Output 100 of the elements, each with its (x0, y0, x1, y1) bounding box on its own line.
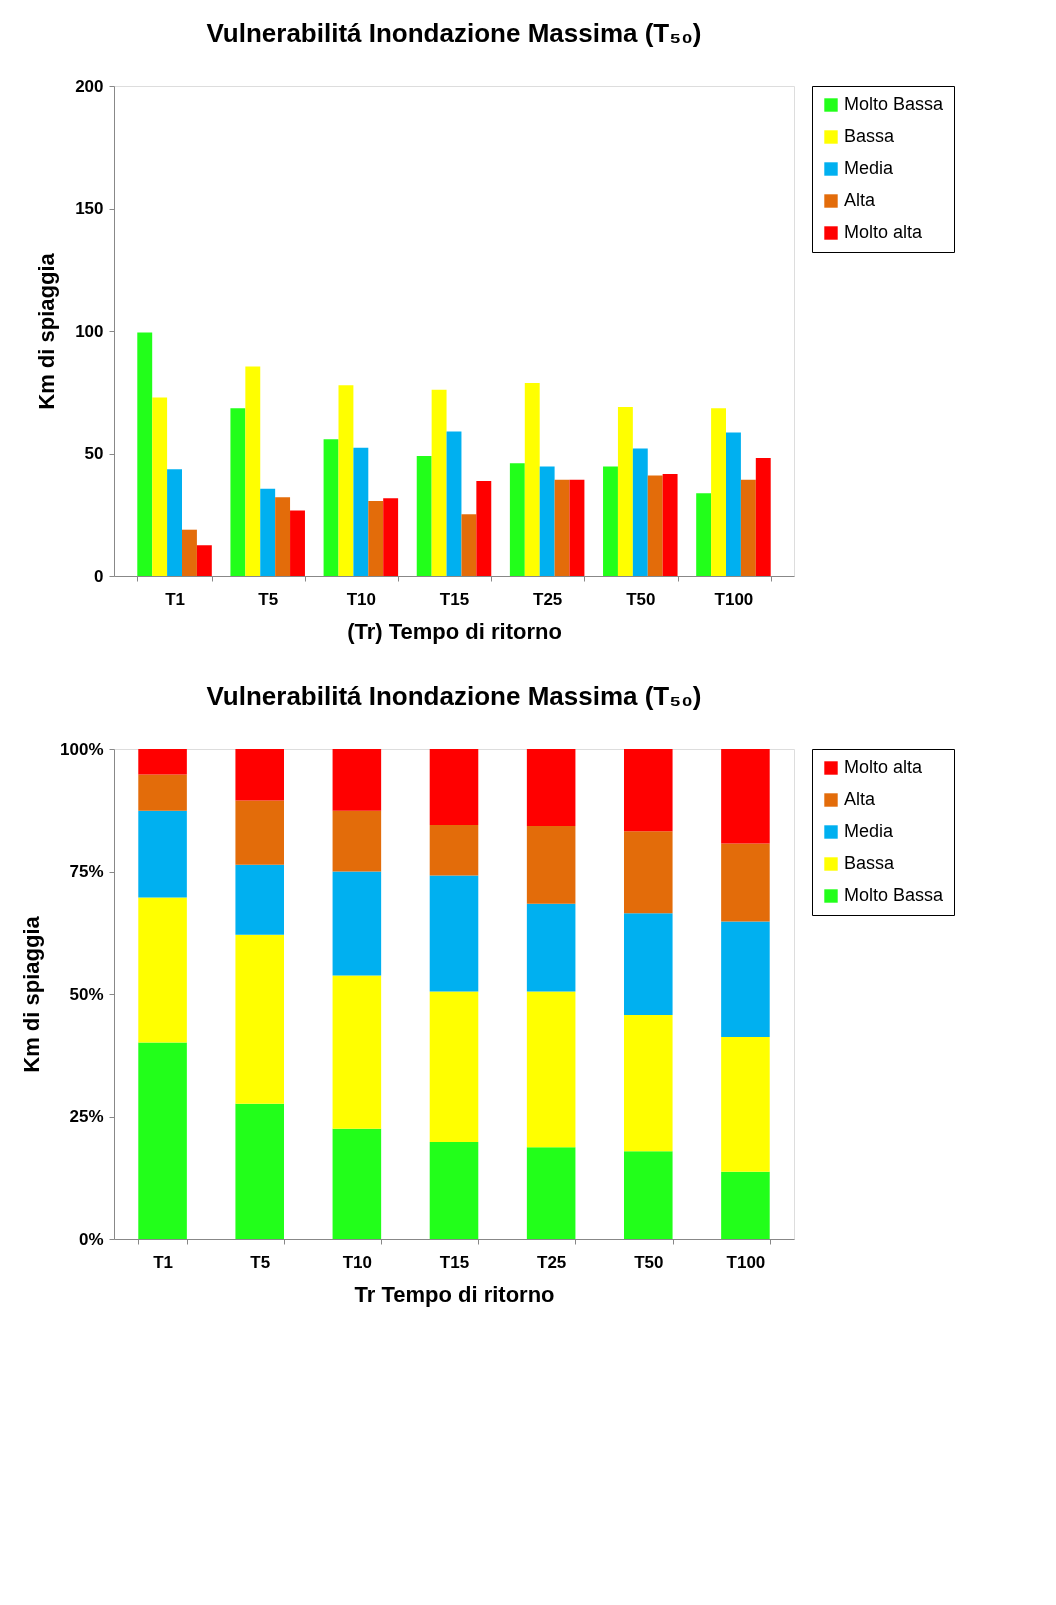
bar (429, 824, 479, 876)
y-tick-label: 100 (75, 321, 104, 341)
bar (524, 382, 540, 576)
y-tick-label: 75% (69, 862, 104, 881)
bar (632, 448, 648, 576)
y-tick-label: 200 (75, 76, 104, 96)
legend-label: Molto Bassa (844, 94, 945, 114)
bar (431, 389, 447, 576)
bar (332, 749, 382, 811)
bar (290, 510, 305, 576)
bar (138, 897, 187, 1043)
bar (138, 749, 187, 775)
bar (721, 921, 770, 1038)
bar (721, 843, 770, 922)
x-tick-label: T15 (439, 589, 470, 609)
x-tick-label: T100 (714, 589, 754, 609)
bar (245, 366, 261, 576)
bar (230, 408, 246, 576)
bar (662, 474, 678, 576)
bar (721, 749, 770, 844)
bar (429, 991, 479, 1142)
bar (526, 903, 576, 992)
legend-label: Molto alta (844, 222, 924, 242)
bar (526, 1147, 576, 1239)
bar (429, 749, 479, 825)
legend-label: Media (844, 821, 895, 841)
bar (647, 475, 663, 576)
bar (569, 479, 585, 576)
bar (476, 480, 492, 576)
bar (353, 447, 369, 576)
bar (332, 810, 382, 872)
chart-title: Vulnerabilitá Inondazione Massima (T₅₀) (206, 18, 702, 48)
bar (275, 497, 291, 576)
bar (235, 749, 284, 801)
bar (624, 1151, 673, 1239)
bar (539, 466, 555, 576)
bar (138, 1042, 187, 1239)
bar (624, 1015, 673, 1152)
x-tick-label: T100 (726, 1252, 766, 1272)
bar (526, 825, 576, 904)
x-tick-label: T1 (165, 589, 185, 609)
bar (624, 831, 673, 914)
bar (711, 408, 726, 576)
bar (260, 488, 276, 576)
bar (332, 871, 382, 976)
bar (137, 332, 153, 576)
y-tick-label: 50 (84, 444, 104, 463)
bar (461, 514, 477, 576)
bar (138, 774, 187, 811)
x-tick-label: T25 (533, 589, 563, 609)
y-tick-label: 100% (60, 739, 104, 759)
x-tick-label: T50 (626, 589, 656, 609)
bar (721, 1037, 770, 1172)
x-tick-label: T15 (439, 1252, 470, 1272)
y-tick-label: 0% (78, 1229, 104, 1249)
chart-title: Vulnerabilitá Inondazione Massima (T₅₀) (206, 681, 702, 711)
bar (429, 1141, 479, 1239)
bar (726, 432, 741, 576)
x-tick-label: T10 (342, 1252, 373, 1272)
y-axis-title: Km di spiaggia (34, 252, 60, 410)
y-tick-label: 50% (69, 984, 104, 1004)
bar (332, 1128, 382, 1239)
bar (235, 1103, 284, 1239)
x-axis-title: Tr Tempo di ritorno (354, 1281, 555, 1307)
x-axis-title: (Tr) Tempo di ritorno (347, 618, 562, 644)
legend-label: Alta (844, 789, 877, 809)
legend-label: Molto alta (844, 757, 924, 777)
x-tick-label: T5 (250, 1252, 271, 1272)
bar (235, 800, 284, 865)
bar (624, 913, 673, 1016)
bar (235, 864, 284, 935)
legend-label: Bassa (844, 853, 896, 873)
legend-label: Molto Bassa (844, 885, 945, 905)
y-axis-title: Km di spiaggia (19, 915, 45, 1073)
x-tick-label: T50 (634, 1252, 664, 1272)
bar (617, 406, 633, 576)
bar (196, 545, 212, 576)
bar (721, 1171, 770, 1239)
bar (603, 466, 618, 576)
legend-label: Bassa (844, 126, 896, 146)
bar (383, 498, 399, 576)
bar (429, 875, 479, 992)
bar (416, 455, 432, 576)
legend-label: Media (844, 158, 895, 178)
bar (755, 457, 771, 576)
y-tick-label: 25% (69, 1107, 104, 1126)
bar (624, 749, 673, 832)
bar (167, 469, 182, 576)
bar (235, 934, 284, 1104)
x-tick-label: T1 (153, 1252, 173, 1272)
x-tick-label: T25 (536, 1252, 567, 1272)
bar (526, 991, 576, 1148)
x-tick-label: T10 (346, 589, 376, 609)
y-tick-label: 0 (94, 566, 104, 586)
bar (526, 749, 576, 826)
bar (152, 397, 168, 576)
bar (509, 463, 525, 576)
bar (338, 385, 354, 576)
bar (323, 439, 339, 576)
legend-label: Alta (844, 190, 877, 210)
